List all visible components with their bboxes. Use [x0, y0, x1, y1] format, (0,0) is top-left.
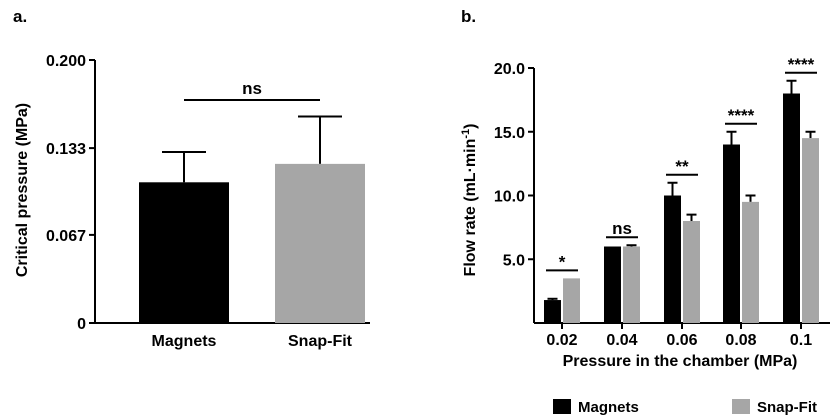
panel-b-bars — [544, 79, 819, 323]
panel-b-y-axis-title-main: Flow rate (mL·min — [462, 139, 479, 277]
legend: Magnets Snap-Fit — [553, 399, 817, 416]
panel-a-y-tick-label: 0 — [77, 316, 86, 333]
legend-swatch-snap-fit — [732, 399, 750, 414]
panel-b-significance-label: ns — [612, 219, 632, 238]
panel-b-x-tick-label: 0.1 — [790, 332, 812, 349]
panel-b-significance-label: **** — [728, 106, 755, 125]
panel-b-y-tick-label: 10.0 — [494, 189, 525, 206]
panel-a-letter: a. — [13, 7, 27, 26]
panel-b-bar-magnets — [604, 246, 621, 323]
panel-a-y-ticks: 0 0.067 0.133 0.200 — [46, 53, 95, 333]
panel-a: a. 0 0.067 0.133 0.200 Magnets Snap-Fit ns C… — [13, 7, 370, 350]
panel-a-y-tick-label: 0.200 — [46, 53, 86, 70]
panel-a-y-tick-label: 0.133 — [46, 141, 86, 158]
panel-b-y-tick-label: 20.0 — [494, 61, 525, 78]
panel-b-bar-snap-fit — [683, 221, 700, 323]
panel-b-significance: *ns********** — [546, 55, 817, 272]
panel-b-y-ticks: 5.0 10.0 15.0 20.0 — [494, 61, 534, 269]
panel-a-significance-label: ns — [242, 79, 262, 98]
panel-b-x-ticks: 0.02 0.04 0.06 0.08 0.1 — [546, 323, 812, 349]
panel-b-significance-label: * — [559, 252, 566, 271]
panel-b-bar-magnets — [723, 144, 740, 323]
panel-b-significance-label: **** — [788, 55, 815, 74]
panel-b-x-tick-label: 0.02 — [546, 332, 577, 349]
panel-a-x-tick-label: Snap-Fit — [288, 333, 353, 350]
panel-a-bar — [139, 182, 229, 323]
panel-a-bar — [275, 163, 365, 323]
legend-label-snap-fit: Snap-Fit — [757, 399, 817, 416]
panel-b-bar-snap-fit — [802, 138, 819, 323]
panel-b-x-tick-label: 0.08 — [725, 332, 756, 349]
panel-b-bar-magnets — [664, 195, 681, 323]
panel-b-bar-magnets — [783, 93, 800, 323]
panel-a-x-tick-label: Magnets — [152, 333, 217, 350]
panel-a-bars — [139, 115, 365, 323]
panel-b-y-tick-label: 5.0 — [503, 252, 525, 269]
panel-b-bar-snap-fit — [563, 278, 580, 323]
panel-a-y-tick-label: 0.067 — [46, 228, 86, 245]
panel-b-y-tick-label: 15.0 — [494, 125, 525, 142]
panel-b-y-axis-title-superscript: -1 — [460, 129, 472, 139]
legend-label-magnets: Magnets — [578, 399, 639, 416]
panel-b-x-tick-label: 0.06 — [666, 332, 697, 349]
panel-b: b. 5.0 10.0 15.0 20.0 0.02 0.04 0.06 0.08 0.1 *… — [460, 7, 830, 416]
panel-b-y-axis-title: Flow rate (mL·min-1) — [460, 124, 479, 277]
panel-a-y-axis-title: Critical pressure (MPa) — [14, 103, 31, 277]
panel-b-y-axis-title-close: ) — [462, 124, 479, 129]
panel-a-x-ticks: Magnets Snap-Fit — [152, 333, 353, 350]
panel-b-bar-snap-fit — [623, 246, 640, 323]
panel-b-significance-label: ** — [675, 157, 689, 176]
panel-b-bar-snap-fit — [742, 201, 759, 323]
panel-b-x-axis-title: Pressure in the chamber (MPa) — [563, 353, 798, 370]
legend-swatch-magnets — [553, 399, 571, 414]
panel-b-bar-magnets — [544, 300, 561, 323]
panel-b-x-tick-label: 0.04 — [606, 332, 637, 349]
panel-b-letter: b. — [461, 7, 476, 26]
